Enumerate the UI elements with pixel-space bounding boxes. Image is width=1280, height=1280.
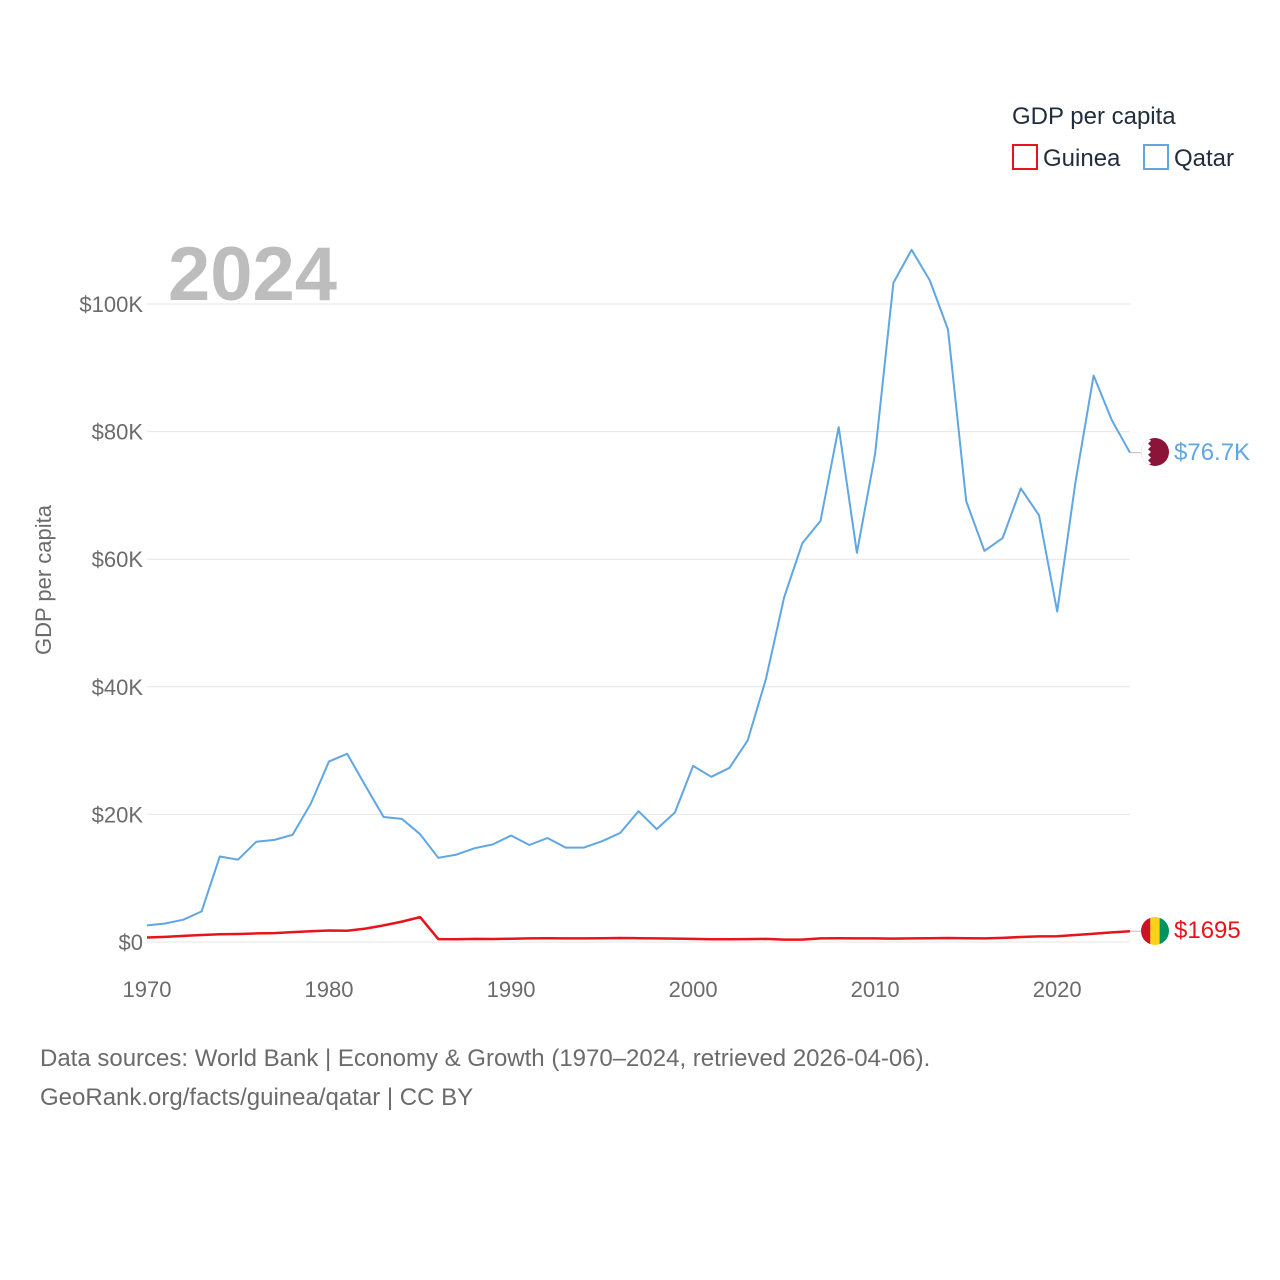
legend-swatch-qatar: [1143, 144, 1169, 170]
guinea-end-value-label: $1695: [1174, 917, 1241, 944]
series-line-guinea[interactable]: [146, 915, 1131, 941]
y-tick-label: $40K: [92, 675, 144, 700]
x-tick-label: 2000: [669, 977, 718, 1002]
footer-credit[interactable]: GeoRank.org/facts/guinea/qatar | CC BY: [40, 1084, 474, 1111]
y-tick-label: $100K: [79, 292, 143, 317]
legend-item-guinea[interactable]: Guinea: [1012, 144, 1121, 172]
y-tick-label: $0: [119, 930, 143, 955]
current-year-label: 2024: [168, 232, 337, 317]
qatar-end-value-label: $76.7K: [1174, 439, 1250, 466]
y-tick-label: $80K: [92, 420, 144, 445]
y-axis-ticks: $0 $20K $40K $60K $80K $100K: [79, 292, 143, 955]
x-tick-label: 1970: [123, 977, 172, 1002]
y-axis-label: GDP per capita: [31, 504, 56, 655]
legend-label-guinea: Guinea: [1043, 145, 1121, 172]
y-tick-label: $60K: [92, 547, 144, 572]
y-tick-label: $20K: [92, 802, 144, 827]
x-tick-label: 1980: [305, 977, 354, 1002]
legend-item-qatar[interactable]: Qatar: [1143, 144, 1234, 172]
guinea-flag-icon: [1141, 917, 1169, 945]
footer-sources: Data sources: World Bank | Economy & Gro…: [40, 1045, 931, 1072]
x-tick-label: 2020: [1033, 977, 1082, 1002]
legend-label-qatar: Qatar: [1174, 145, 1234, 172]
x-tick-label: 1990: [487, 977, 536, 1002]
series-line-qatar[interactable]: [146, 248, 1131, 927]
x-tick-label: 2010: [851, 977, 900, 1002]
legend-title: GDP per capita: [1012, 103, 1176, 130]
grid-lines: [147, 303, 1130, 943]
series-lines: [146, 248, 1141, 941]
legend-swatch-guinea: [1012, 144, 1038, 170]
x-axis-ticks: 1970 1980 1990 2000 2010 2020: [123, 977, 1082, 1002]
qatar-flag-icon: [1141, 438, 1169, 466]
